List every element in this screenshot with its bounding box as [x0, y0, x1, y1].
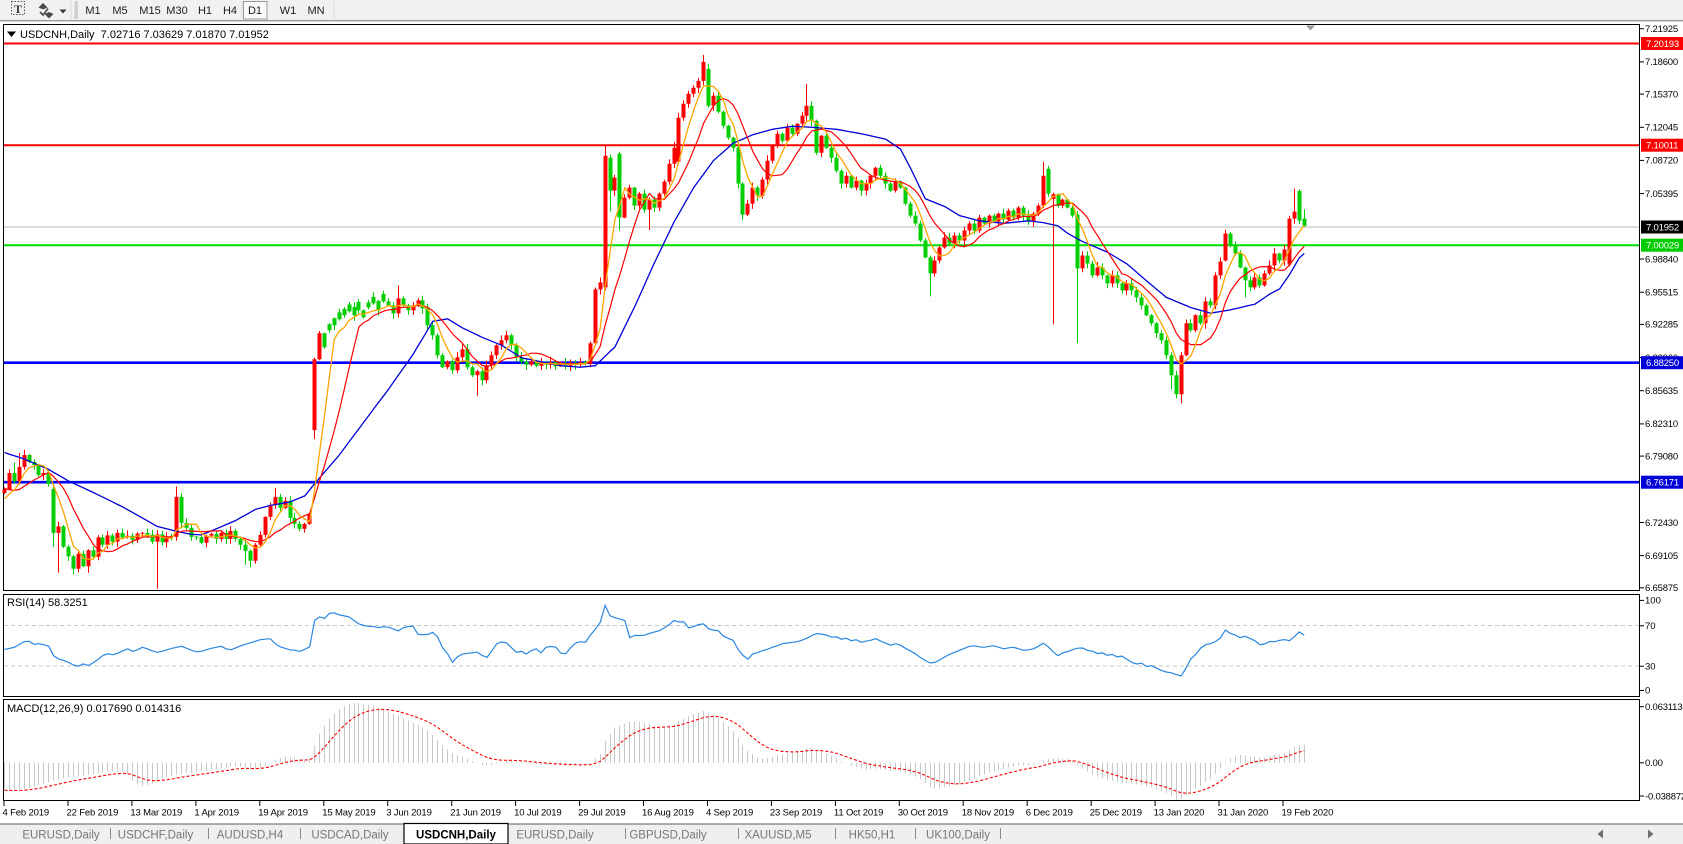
- svg-text:XAUUSD,M5: XAUUSD,M5: [744, 830, 811, 842]
- svg-text:23 Sep 2019: 23 Sep 2019: [770, 807, 822, 818]
- svg-text:6.76171: 6.76171: [1646, 478, 1679, 489]
- svg-text:HK50,H1: HK50,H1: [849, 830, 896, 842]
- svg-text:16 Aug 2019: 16 Aug 2019: [642, 807, 694, 818]
- svg-text:19 Feb 2020: 19 Feb 2020: [1282, 807, 1334, 818]
- svg-text:7.01952: 7.01952: [1646, 222, 1679, 233]
- svg-text:29 Jul 2019: 29 Jul 2019: [578, 807, 625, 818]
- svg-text:7.00029: 7.00029: [1646, 241, 1679, 252]
- svg-text:13 Mar 2019: 13 Mar 2019: [130, 807, 182, 818]
- svg-text:H4: H4: [223, 5, 237, 17]
- svg-text:7.08720: 7.08720: [1645, 156, 1678, 167]
- svg-text:15 May 2019: 15 May 2019: [322, 807, 375, 818]
- svg-text:USDCAD,Daily: USDCAD,Daily: [311, 830, 389, 842]
- svg-text:RSI(14) 58.3251: RSI(14) 58.3251: [7, 597, 88, 609]
- svg-text:H1: H1: [198, 5, 212, 17]
- svg-text:30 Oct 2019: 30 Oct 2019: [898, 807, 948, 818]
- svg-text:19 Apr 2019: 19 Apr 2019: [258, 807, 308, 818]
- svg-text:6.98840: 6.98840: [1645, 254, 1678, 265]
- svg-text:25 Dec 2019: 25 Dec 2019: [1090, 807, 1142, 818]
- svg-text:D1: D1: [248, 5, 262, 17]
- svg-text:7.15370: 7.15370: [1645, 89, 1678, 100]
- svg-text:100: 100: [1645, 596, 1661, 607]
- svg-text:7.21925: 7.21925: [1645, 24, 1678, 35]
- svg-text:7.18600: 7.18600: [1645, 57, 1678, 68]
- svg-text:6.85635: 6.85635: [1645, 386, 1678, 397]
- svg-text:21 Jun 2019: 21 Jun 2019: [450, 807, 501, 818]
- svg-text:0.00: 0.00: [1645, 758, 1663, 769]
- svg-text:USDCNH,Daily: USDCNH,Daily: [416, 830, 496, 842]
- svg-text:T: T: [14, 2, 22, 16]
- svg-text:7.20193: 7.20193: [1646, 39, 1679, 50]
- svg-text:10 Jul 2019: 10 Jul 2019: [514, 807, 561, 818]
- svg-text:6.69105: 6.69105: [1645, 551, 1678, 562]
- svg-text:0.063113: 0.063113: [1645, 702, 1682, 713]
- svg-text:3 Jun 2019: 3 Jun 2019: [386, 807, 432, 818]
- svg-text:M1: M1: [85, 5, 100, 17]
- svg-text:MN: MN: [307, 5, 324, 17]
- svg-text:EURUSD,Daily: EURUSD,Daily: [516, 830, 594, 842]
- svg-text:13 Jan 2020: 13 Jan 2020: [1154, 807, 1205, 818]
- svg-text:0: 0: [1645, 686, 1650, 697]
- svg-text:6.95515: 6.95515: [1645, 288, 1678, 299]
- svg-text:22 Feb 2019: 22 Feb 2019: [67, 807, 119, 818]
- svg-text:M5: M5: [112, 5, 127, 17]
- svg-text:4 Sep 2019: 4 Sep 2019: [706, 807, 753, 818]
- svg-text:W1: W1: [280, 5, 297, 17]
- svg-text:4 Feb 2019: 4 Feb 2019: [3, 807, 50, 818]
- svg-text:MACD(12,26,9) 0.017690 0.01431: MACD(12,26,9) 0.017690 0.014316: [7, 703, 181, 715]
- svg-text:7.12045: 7.12045: [1645, 123, 1678, 134]
- svg-text:AUDUSD,H4: AUDUSD,H4: [217, 830, 284, 842]
- svg-text:31 Jan 2020: 31 Jan 2020: [1218, 807, 1269, 818]
- svg-text:7.10011: 7.10011: [1646, 141, 1678, 152]
- svg-text:M15: M15: [139, 5, 160, 17]
- svg-text:6.72430: 6.72430: [1645, 518, 1678, 529]
- svg-text:6 Dec 2019: 6 Dec 2019: [1026, 807, 1073, 818]
- svg-text:-0.038872: -0.038872: [1645, 791, 1683, 802]
- svg-text:18 Nov 2019: 18 Nov 2019: [962, 807, 1014, 818]
- svg-text:USDCHF,Daily: USDCHF,Daily: [118, 830, 194, 842]
- svg-text:6.79080: 6.79080: [1645, 451, 1678, 462]
- svg-text:11 Oct 2019: 11 Oct 2019: [834, 807, 883, 818]
- svg-text:7.05395: 7.05395: [1645, 189, 1678, 200]
- svg-text:M30: M30: [166, 5, 187, 17]
- svg-text:GBPUSD,Daily: GBPUSD,Daily: [629, 830, 707, 842]
- svg-text:UK100,Daily: UK100,Daily: [926, 830, 990, 842]
- svg-text:6.88250: 6.88250: [1646, 358, 1679, 369]
- svg-text:6.65875: 6.65875: [1645, 583, 1678, 594]
- svg-text:USDCNH,Daily 7.02716 7.03629: USDCNH,Daily 7.02716 7.03629 7.01870 7.0…: [20, 29, 269, 41]
- svg-text:EURUSD,Daily: EURUSD,Daily: [22, 830, 100, 842]
- svg-text:6.92285: 6.92285: [1645, 320, 1678, 331]
- svg-text:30: 30: [1645, 662, 1656, 673]
- svg-text:70: 70: [1645, 621, 1656, 632]
- svg-text:6.82310: 6.82310: [1645, 419, 1678, 430]
- svg-text:1 Apr 2019: 1 Apr 2019: [194, 807, 238, 818]
